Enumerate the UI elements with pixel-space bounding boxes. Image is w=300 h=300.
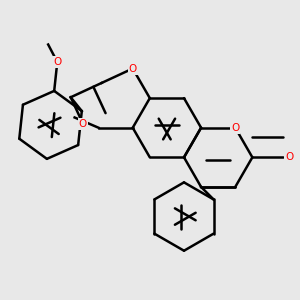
Text: O: O [79, 118, 87, 129]
Text: O: O [53, 57, 61, 67]
Text: O: O [231, 123, 239, 133]
Text: O: O [285, 152, 293, 162]
Text: O: O [129, 64, 137, 74]
